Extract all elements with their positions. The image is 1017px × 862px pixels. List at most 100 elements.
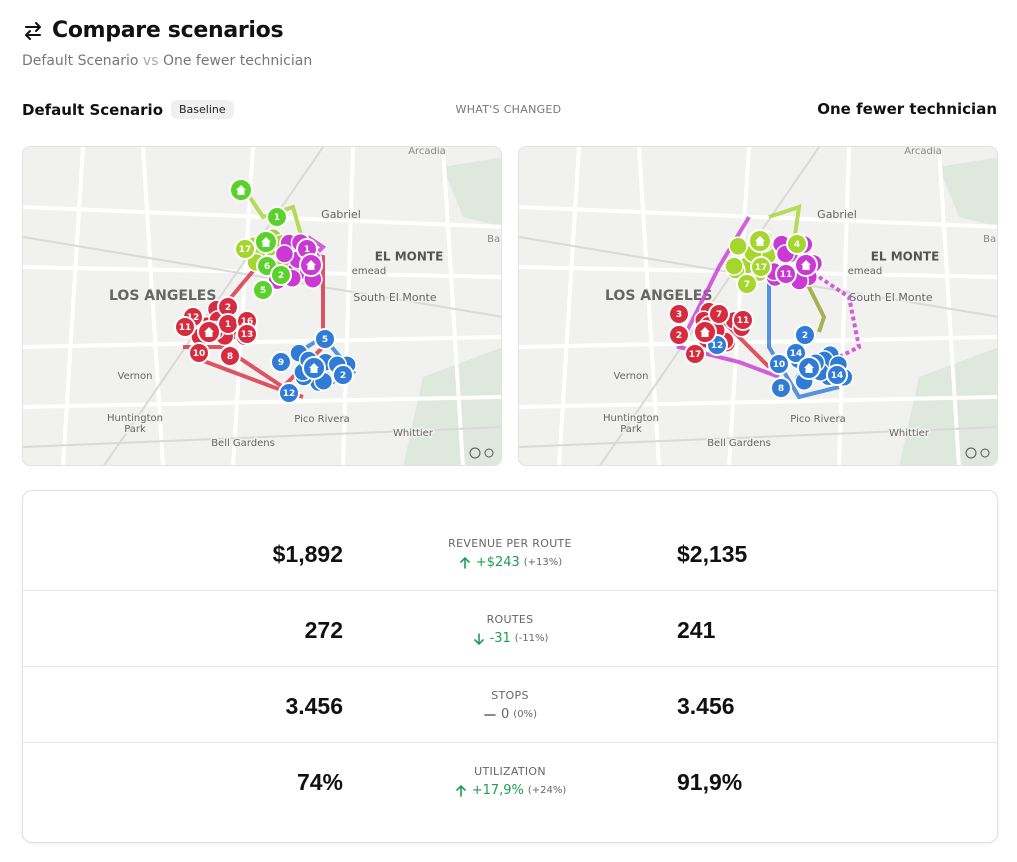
park: [939, 157, 997, 227]
left-value: $1,892: [272, 541, 343, 567]
subtitle-joiner: vs: [142, 53, 159, 69]
left-value: 272: [304, 617, 343, 643]
stop-number: 17: [755, 263, 768, 273]
stop-number: 11: [179, 323, 192, 333]
delta-percent: (0%): [513, 709, 537, 720]
stop-number: 7: [716, 310, 722, 320]
stop-marker: [332, 364, 354, 386]
stop-marker: [174, 316, 196, 338]
stop-number: 9: [278, 358, 284, 368]
stop-marker: [770, 377, 792, 399]
stop-number: 17: [239, 245, 252, 255]
copyright-icon: [980, 448, 990, 458]
stop-marker: [278, 382, 300, 404]
map-label: LOS ANGELES: [605, 288, 712, 304]
depot-icon: [700, 327, 710, 337]
stop-number: 10: [773, 360, 786, 370]
left-value: 3.456: [285, 693, 343, 719]
info-icon: [965, 447, 977, 459]
depot-icon: [306, 260, 316, 270]
road: [519, 205, 997, 229]
stop-number: 2: [278, 271, 284, 281]
stop-number: 4: [794, 240, 800, 250]
stop-marker: [266, 206, 288, 228]
map-label: Whittier: [889, 428, 930, 439]
map-label: Park: [124, 424, 146, 435]
road: [341, 147, 355, 465]
park: [403, 347, 501, 465]
stop-number: 1: [304, 245, 310, 255]
stop-dot: [724, 256, 744, 276]
map-label: Arcadia: [904, 147, 942, 157]
metric-label: ROUTES: [486, 613, 534, 626]
row-divider: [22, 742, 998, 743]
metric-delta: -31 (-11%): [23, 631, 997, 646]
park: [899, 347, 997, 465]
map-label: Gabriel: [817, 208, 857, 221]
stop-marker: [236, 323, 258, 345]
stop-marker: [826, 364, 848, 386]
stop-number: 11: [737, 316, 750, 326]
stop-marker: [794, 324, 816, 346]
road: [557, 147, 581, 465]
trend-icon: [484, 713, 496, 716]
stop-number: 12: [711, 341, 724, 351]
stop-marker: [188, 342, 210, 364]
stop-marker: [736, 273, 758, 295]
road: [23, 335, 501, 349]
stop-number: 3: [676, 310, 682, 320]
map-label: South El Monte: [353, 291, 436, 304]
header: Compare scenarios: [22, 18, 284, 43]
map-right[interactable]: Arcadia Gabriel Bal EL MONTE emead LOS ANGELE…: [518, 146, 998, 466]
map-canvas: Arcadia Gabriel Bal EL MONTE emead LOS ANGELE…: [23, 147, 502, 465]
stop-number: 17: [689, 350, 702, 360]
map-label: emead: [352, 266, 387, 277]
metric-row: 74% UTILIZATION 91,9% +17,9% (+24%): [23, 743, 997, 819]
map-label: Bal: [983, 234, 998, 245]
stop-marker: [668, 324, 690, 346]
metric-delta: +17,9% (+24%): [23, 783, 997, 798]
left-value: 74%: [296, 769, 343, 795]
map-left[interactable]: Arcadia Gabriel Bal EL MONTE emead LOS ANGELE…: [22, 146, 502, 466]
route-line: [802, 276, 827, 333]
stop-marker: [252, 279, 274, 301]
row-divider: [22, 666, 998, 667]
title: Compare scenarios: [52, 18, 284, 43]
copyright-icon: [484, 448, 494, 458]
road: [23, 395, 501, 409]
depot-icon: [801, 260, 811, 270]
right-value: 241: [677, 617, 716, 643]
stop-number: 7: [744, 280, 750, 290]
trend-arrow: [455, 784, 466, 797]
road: [141, 147, 165, 465]
stop-marker: [768, 353, 790, 375]
map-label: Arcadia: [408, 147, 446, 157]
map-label: Bell Gardens: [707, 438, 771, 449]
delta-percent: (+13%): [523, 557, 563, 568]
stop-marker: [270, 264, 292, 286]
map-label: Vernon: [614, 371, 649, 382]
stop-number: 2: [225, 303, 231, 313]
map-label: emead: [848, 266, 883, 277]
road: [61, 147, 85, 465]
right-value: 91,9%: [677, 769, 743, 795]
stop-number: 13: [241, 330, 254, 340]
map-label: Gabriel: [321, 208, 361, 221]
trend-icon: [455, 784, 466, 797]
map-label: Pico Rivera: [294, 414, 349, 425]
stop-number: 10: [193, 349, 206, 359]
delta-value: 0: [501, 707, 510, 722]
trend-icon: [473, 632, 484, 645]
map-label: Vernon: [118, 371, 153, 382]
info-icon: [469, 447, 481, 459]
stop-marker: [732, 309, 754, 331]
trend-arrow: [473, 632, 484, 645]
right-column-name: One fewer technician: [817, 100, 997, 118]
stop-number: 12: [283, 389, 296, 399]
map-label: Huntington: [603, 413, 659, 424]
stop-number: 8: [227, 352, 233, 362]
stop-number: 16: [241, 317, 254, 327]
metrics-card: $1,892 REVENUE PER ROUTE $2,135 +$243 (+13%)…: [22, 490, 998, 843]
map-label: Bal: [487, 234, 502, 245]
